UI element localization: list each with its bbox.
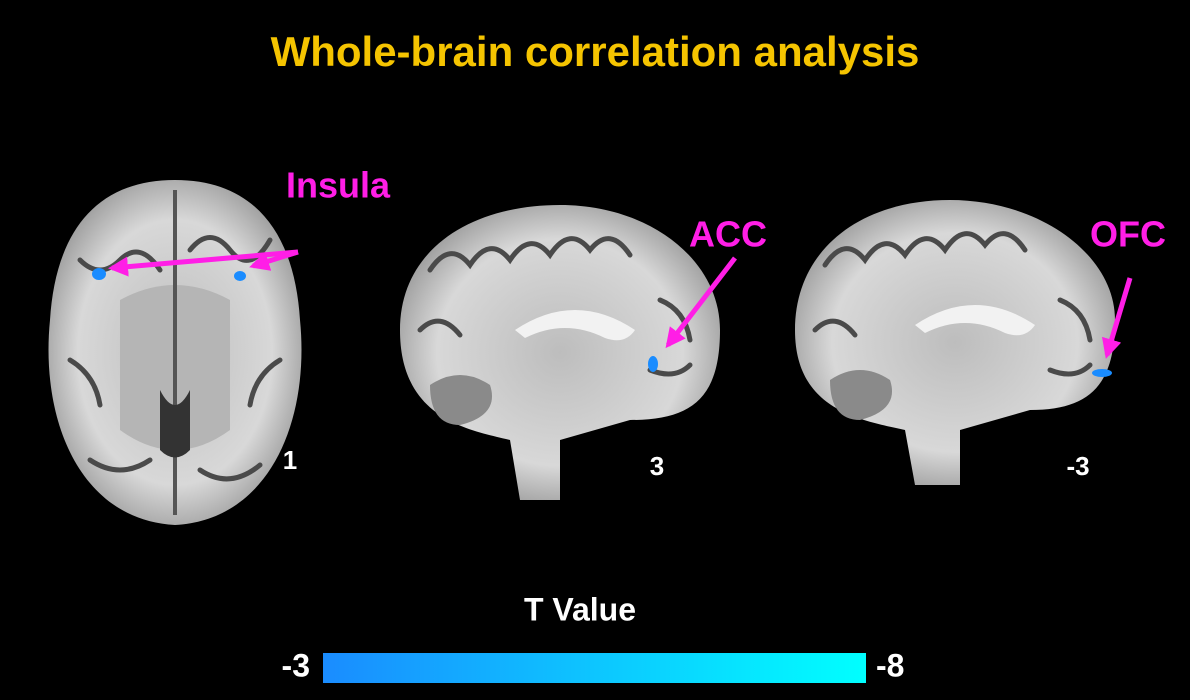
colorbar-title: T Value [524, 591, 636, 627]
figure: Whole-brain correlation analysis Insula … [0, 0, 1190, 700]
roi-label: OFC [1090, 214, 1166, 255]
title: Whole-brain correlation analysis [271, 28, 920, 75]
colorbar-max: -8 [876, 647, 904, 683]
colorbar-min: -3 [282, 647, 310, 683]
slice-number: 1 [283, 445, 297, 475]
slice-number: -3 [1066, 451, 1089, 481]
colorbar [323, 653, 866, 683]
axial-slice [49, 180, 302, 525]
slice-number: 3 [650, 451, 664, 481]
roi-label: Insula [286, 165, 391, 206]
roi-label: ACC [689, 214, 767, 255]
